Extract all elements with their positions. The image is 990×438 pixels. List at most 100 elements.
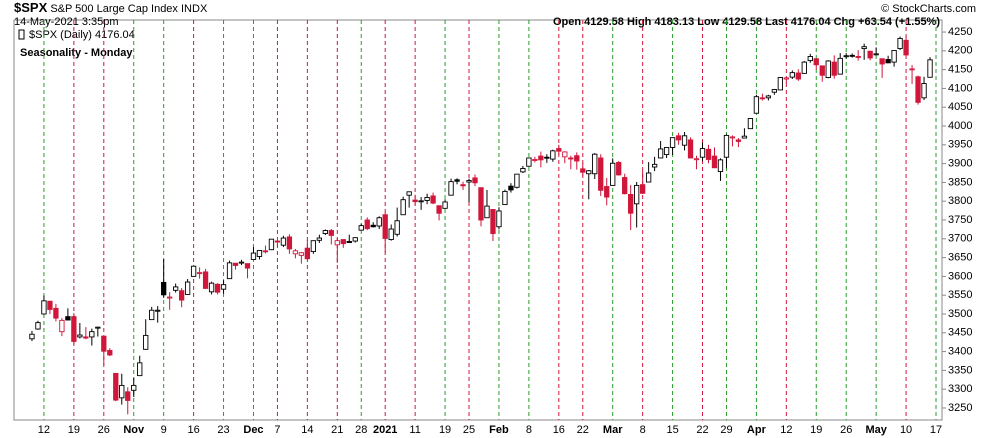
candle-body [921,83,927,99]
candle-body [101,335,107,352]
candle-body [412,199,418,203]
x-tick-label: 16 [553,424,565,436]
candle-body [693,158,700,161]
candle-body [47,300,53,310]
candle-body [520,168,526,173]
candle-body [669,137,676,148]
candle-body [178,290,185,301]
x-tick-label: 29 [720,424,732,436]
candle-body [723,134,730,158]
exchange: INDX [181,3,208,15]
candle-body [568,157,574,160]
candle-body [220,284,227,290]
candle-body [645,172,652,183]
y-tick-label: 3450 [948,327,972,339]
candle-body [83,336,89,339]
candle-body [454,179,460,182]
candle-body [328,230,334,236]
candle-body [915,76,921,103]
x-tick-label: 7 [274,424,280,436]
candle-body [418,200,424,203]
candle-body [771,89,778,93]
candle-body [274,240,281,243]
candle-body [41,300,47,315]
candle-body [855,56,861,58]
candle-body [508,185,514,191]
candle-body [143,334,149,350]
y-tick-label: 3550 [948,289,972,301]
candle-body [526,157,532,167]
candle-body [226,262,233,280]
candle-body [831,61,837,76]
candle-body [753,96,760,114]
candle-body [580,168,586,173]
candle-body [478,187,484,221]
candle-body [29,333,35,340]
x-tick-label: 28 [355,424,367,436]
candle-body [322,230,328,234]
candle-body [89,331,95,338]
x-tick-label: 10 [900,424,912,436]
y-tick-label: 3950 [948,139,972,151]
x-tick-label: 22 [696,424,708,436]
candle-body [777,77,783,91]
legend-icon [18,29,25,40]
x-tick-label: 9 [161,424,167,436]
candle-body [238,261,245,264]
candle-body [167,296,173,299]
candle-body [891,50,897,63]
candle-body [628,193,634,214]
candle-body [657,148,664,159]
candle-body [334,240,340,246]
candle-body [310,240,317,253]
plot-frame [13,19,943,421]
candle-body [873,53,879,56]
candle-body [556,148,562,152]
candle-body [592,153,598,175]
candle-body [759,97,766,100]
candle-body [208,282,215,293]
x-tick-label: 21 [331,424,343,436]
candle-body [406,191,412,196]
candle-body [131,384,137,391]
candle-body [196,272,203,275]
y-tick-label: 3350 [948,364,972,376]
x-tick-label: 15 [666,424,678,436]
x-tick-label: 17 [930,424,942,436]
x-tick-label: 14 [301,424,313,436]
x-tick-label: 11 [409,424,420,436]
candle-body [173,286,179,291]
candle-body [879,58,885,65]
candle-body [490,209,496,234]
candle-body [35,322,41,330]
symbol-code: $SPX [14,0,48,15]
x-tick-label: 2021 [373,424,397,436]
date: 14-May-2021 3:35pm [14,16,119,28]
source: © StockCharts.com [881,3,976,15]
candle-body [250,252,257,260]
stats: Open 4129.58 High 4183.13 Low 4129.58 La… [553,16,940,28]
candle-body [149,309,155,321]
candle-body [244,263,251,269]
candle-body [747,118,754,130]
candle-body [358,225,364,231]
candle-body [292,250,299,255]
candle-body [550,150,556,160]
x-tick-label: Mar [603,424,623,436]
x-tick-label: 26 [98,424,110,436]
candle-body [65,316,71,321]
y-tick-label: 3750 [948,214,972,226]
x-tick-label: Nov [123,424,145,436]
candle-body [53,307,59,319]
candle-body [304,247,311,260]
candle-body [729,136,736,139]
candle-body [125,391,131,401]
candle-body [765,95,772,99]
candle-body [801,61,807,74]
candle-body [783,77,789,80]
candle-body [107,350,113,356]
candle-body [466,180,472,183]
x-tick-label: May [865,424,887,436]
candle-body [460,184,466,187]
